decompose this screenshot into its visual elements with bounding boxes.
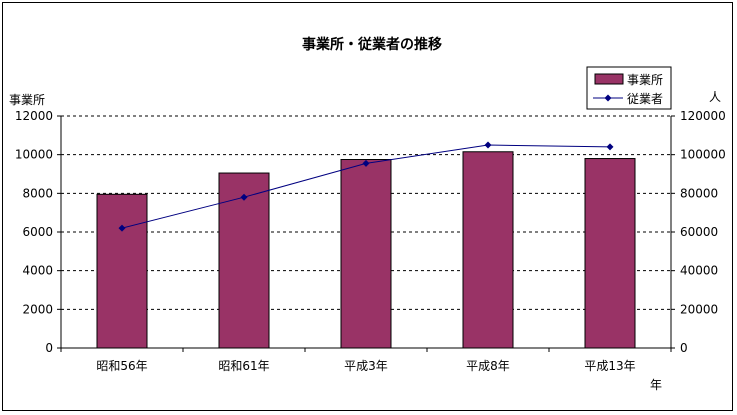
y-tick-left-label: 4000 (22, 264, 53, 278)
y-tick-right-label: 100000 (680, 148, 726, 162)
legend-label-line: 従業者 (627, 92, 663, 106)
bar (218, 172, 270, 349)
chart-svg: 事業所・従業者の推移 事業所 人 年 0 2000 4000 6000 8000 1000… (9, 36, 726, 392)
bar (96, 193, 148, 349)
y-tick-right-label: 80000 (680, 186, 718, 200)
line-point (362, 159, 370, 167)
y-axis-right-label: 人 (709, 90, 721, 104)
line-point (606, 143, 614, 151)
y-tick-right-label: 120000 (680, 109, 726, 123)
y-tick-right-label: 60000 (680, 225, 718, 239)
legend-swatch-bar (594, 73, 624, 85)
y-tick-left-label: 6000 (22, 225, 53, 239)
x-tick-label: 昭和61年 (218, 359, 269, 373)
y-tick-left-label: 10000 (15, 148, 53, 162)
line-point (118, 224, 126, 232)
chart-title: 事業所・従業者の推移 (302, 36, 442, 53)
legend-label-bar: 事業所 (627, 73, 663, 87)
plot-area: 0200040006000800010000120000200004000060… (15, 109, 726, 373)
chart-frame: 事業所・従業者の推移 事業所 人 年 0 2000 4000 6000 8000 1000… (2, 2, 733, 411)
y-tick-right-label: 40000 (680, 264, 718, 278)
x-tick-label: 平成3年 (344, 359, 388, 373)
bar (584, 158, 636, 349)
y-tick-left-label: 8000 (22, 186, 53, 200)
line-point (240, 193, 248, 201)
bar (462, 151, 514, 349)
x-tick-label: 平成8年 (466, 359, 510, 373)
y-tick-left-label: 0 (45, 341, 53, 355)
x-tick-label: 昭和56年 (96, 359, 147, 373)
bar (340, 159, 392, 349)
legend: 事業所 従業者 (586, 66, 672, 110)
x-axis-label: 年 (650, 378, 662, 392)
y-axis-left-label: 事業所 (9, 93, 45, 107)
y-tick-left-label: 12000 (15, 109, 53, 123)
x-tick-label: 平成13年 (584, 359, 635, 373)
y-tick-left-label: 2000 (22, 302, 53, 316)
legend-marker (604, 94, 612, 102)
y-tick-right-label: 0 (680, 341, 688, 355)
y-tick-right-label: 20000 (680, 302, 718, 316)
line-point (484, 141, 492, 149)
